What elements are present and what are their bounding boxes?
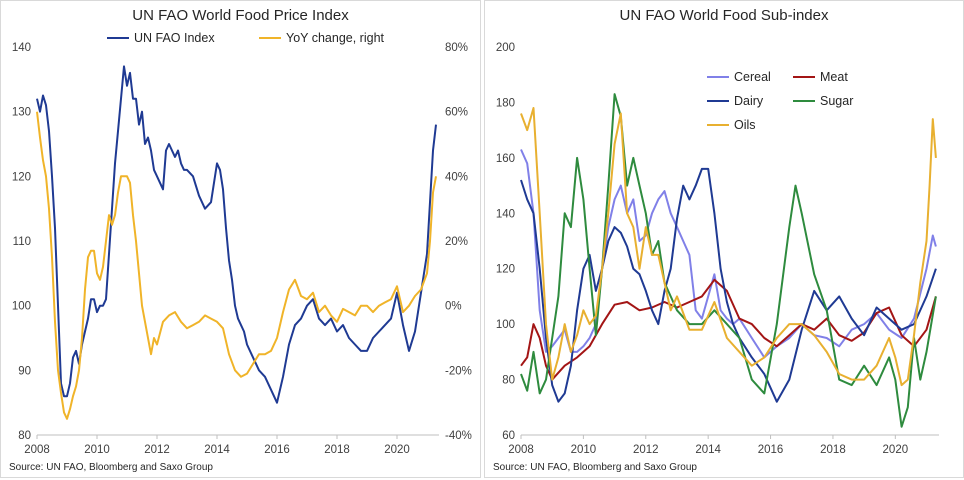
series-line-sugar — [520, 93, 937, 428]
y-tick-label: 200 — [496, 42, 515, 54]
legend-label: UN FAO Index — [134, 31, 215, 45]
y-tick-label: 120 — [12, 171, 31, 183]
y-tick-label: 130 — [12, 107, 31, 119]
series-line-un-fao-index — [36, 65, 437, 404]
legend-label: YoY change, right — [286, 31, 385, 45]
y2-tick-label: -20% — [445, 365, 472, 377]
y-tick-label: 140 — [496, 208, 515, 220]
x-tick-label: 2014 — [695, 444, 721, 456]
y2-tick-label: -40% — [445, 430, 472, 442]
left-chart-plot: 2008 2010 2012 2014 2016 2018 2020 80 90 100 110 12… — [12, 31, 472, 456]
left-chart-source: Source: UN FAO, Bloomberg and Saxo Group — [9, 462, 213, 473]
series-line-cereal — [520, 149, 937, 359]
y-tick-label: 100 — [12, 301, 31, 313]
legend-label: Oils — [734, 118, 756, 132]
right-chart-plot: 2008 2010 2012 2014 2016 2018 2020 60 80 100 120 14… — [496, 42, 939, 456]
left-chart-panel: UN FAO World Food Price Index 2008 2010 20… — [0, 0, 481, 478]
y2-tick-label: 80% — [445, 42, 468, 54]
right-chart-panel: UN FAO World Food Sub-index 2008 2010 2012… — [484, 0, 964, 478]
y-tick-label: 80 — [18, 430, 31, 442]
x-tick-label: 2016 — [264, 444, 290, 456]
y-tick-label: 90 — [18, 365, 31, 377]
x-tick-label: 2010 — [84, 444, 110, 456]
y2-tick-label: 40% — [445, 171, 468, 183]
y-tick-label: 140 — [12, 42, 31, 54]
x-tick-label: 2018 — [820, 444, 846, 456]
x-tick-label: 2008 — [24, 444, 50, 456]
y-tick-label: 160 — [496, 153, 515, 165]
series-line-meat — [520, 278, 937, 381]
y-tick-label: 100 — [496, 319, 515, 331]
y-tick-label: 180 — [496, 97, 515, 109]
y-tick-label: 80 — [502, 375, 515, 387]
x-tick-label: 2018 — [324, 444, 350, 456]
legend-label: Cereal — [734, 70, 771, 84]
series-line-yoy-change-right — [36, 111, 437, 420]
x-tick-label: 2020 — [883, 444, 909, 456]
series-line-oils — [520, 107, 937, 387]
right-chart-source: Source: UN FAO, Bloomberg and Saxo Group — [493, 462, 697, 473]
y-tick-label: 60 — [502, 430, 515, 442]
x-tick-label: 2012 — [633, 444, 659, 456]
legend-label: Dairy — [734, 94, 764, 108]
y2-tick-label: 0% — [445, 301, 462, 313]
y-tick-label: 110 — [13, 236, 31, 248]
x-tick-label: 2008 — [508, 444, 534, 456]
y-tick-label: 120 — [496, 264, 515, 276]
legend-label: Sugar — [820, 94, 853, 108]
x-tick-label: 2016 — [758, 444, 784, 456]
left-chart-title: UN FAO World Food Price Index — [132, 7, 349, 24]
series-line-dairy — [520, 167, 937, 403]
y2-tick-label: 60% — [445, 107, 468, 119]
x-tick-label: 2012 — [144, 444, 170, 456]
y2-tick-label: 20% — [445, 236, 468, 248]
x-tick-label: 2014 — [204, 444, 230, 456]
legend-label: Meat — [820, 70, 848, 84]
x-tick-label: 2020 — [384, 444, 410, 456]
right-chart-title: UN FAO World Food Sub-index — [619, 7, 829, 24]
x-tick-label: 2010 — [571, 444, 597, 456]
